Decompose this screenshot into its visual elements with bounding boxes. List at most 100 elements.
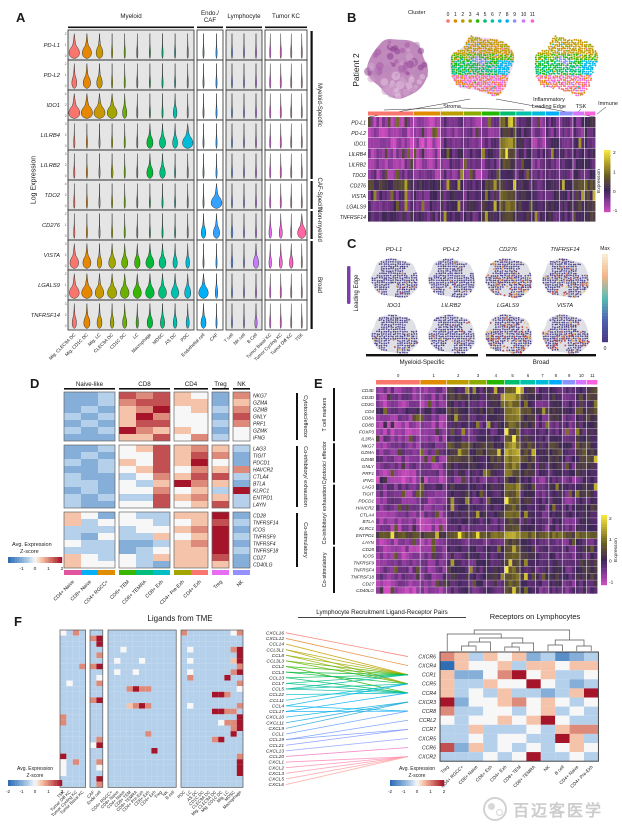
spot [406, 330, 408, 333]
spot [442, 274, 445, 277]
heat-cell [136, 406, 153, 413]
spot [438, 349, 440, 351]
cluster-spot [503, 66, 506, 69]
spot [402, 333, 404, 335]
spot [581, 335, 584, 338]
heat-cell [384, 127, 388, 138]
heat-cell [523, 190, 527, 201]
cluster-spot [510, 53, 513, 56]
feature-dot [439, 338, 442, 341]
spot [513, 321, 515, 324]
heat-cell [370, 180, 374, 191]
violin [111, 183, 113, 210]
feature-dot [574, 288, 577, 291]
spot [385, 339, 387, 342]
spot [506, 281, 509, 284]
spot [502, 337, 504, 340]
violin [185, 243, 190, 269]
heat-cell [136, 459, 153, 466]
heat-cell [482, 169, 486, 180]
heat-cell [191, 540, 208, 547]
spot [452, 265, 454, 268]
spot [395, 293, 397, 296]
feature-dot [511, 296, 514, 299]
feature-dot [554, 275, 557, 278]
spot [549, 290, 551, 293]
gene-label: IFNG [253, 435, 265, 441]
cluster-spot [547, 54, 550, 57]
cluster-spot [547, 62, 550, 65]
violin [202, 153, 205, 180]
spot [556, 265, 559, 268]
spot [517, 337, 520, 340]
cluster-spot [539, 64, 542, 67]
cluster-spot [560, 68, 562, 71]
cluster-spot [587, 58, 590, 61]
cluster-spot [573, 55, 576, 58]
spot [586, 340, 589, 342]
heat-cell [505, 148, 509, 159]
heat-cell [496, 138, 500, 149]
spot [454, 331, 456, 333]
spot [485, 281, 488, 284]
cluster-spot [466, 48, 469, 51]
heat-cell [578, 201, 582, 212]
cluster-spot [570, 43, 573, 46]
heat-cell [233, 452, 250, 459]
spot [408, 277, 411, 279]
spot [492, 319, 495, 321]
spot [513, 325, 515, 328]
heat-cell [482, 148, 486, 159]
cluster-spot [450, 62, 453, 65]
spot [495, 326, 497, 328]
spot [568, 319, 571, 322]
violin [255, 183, 257, 210]
spot [397, 342, 399, 345]
spot [387, 337, 390, 340]
violin [136, 123, 139, 150]
spot [385, 321, 388, 323]
spot [437, 276, 440, 279]
spot [503, 326, 506, 328]
spot [563, 319, 566, 322]
heat-cell [567, 159, 571, 170]
cluster-spot [578, 46, 581, 49]
violin [106, 93, 118, 119]
spot [432, 279, 435, 282]
cluster-spot [564, 60, 567, 62]
heat-cell [437, 138, 441, 149]
spot [495, 328, 497, 331]
heat-cell [418, 169, 422, 180]
heat-cell [569, 117, 573, 128]
spot [501, 328, 504, 330]
heat-cell [478, 117, 482, 128]
cluster-spot [472, 59, 475, 62]
spot [435, 281, 438, 284]
spot [385, 277, 388, 279]
cluster-spot [539, 75, 542, 77]
spot [380, 342, 383, 345]
cluster-spot [459, 85, 462, 88]
spot [513, 342, 516, 345]
spot [431, 340, 434, 342]
violin [81, 273, 93, 299]
spot [472, 286, 474, 288]
feature-dot [583, 340, 586, 343]
heat-cell [153, 561, 170, 568]
feature-dot [568, 322, 571, 324]
heat-cell [384, 138, 388, 149]
spot [401, 261, 404, 263]
cluster-spot [583, 50, 586, 53]
heat-cell [421, 211, 425, 222]
heat-cell [443, 201, 447, 212]
cluster-spot [474, 47, 477, 50]
heat-cell [449, 138, 453, 149]
cluster-spot [476, 77, 478, 80]
colorbar-slice [602, 292, 608, 296]
cluster-spot [585, 72, 588, 75]
spot [378, 284, 381, 287]
heat-cell [469, 159, 473, 170]
spot [390, 272, 392, 274]
spot [556, 338, 558, 340]
colorbar-slice [604, 176, 611, 180]
